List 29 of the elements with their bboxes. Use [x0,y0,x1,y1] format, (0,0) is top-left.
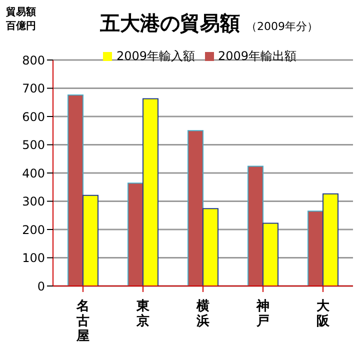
x-tick-label: 東京 [136,299,150,329]
y-tick-label: 0 [37,279,45,294]
bar [82,194,98,286]
x-tick-label: 大阪 [316,299,330,329]
chart-subtitle: （2009年分） [246,20,318,33]
x-tick-label: 神戸 [256,298,270,329]
y-tick-label: 600 [22,110,45,124]
x-tick-label: 名古屋 [76,299,90,344]
bar [202,208,218,286]
y-tick-label: 400 [22,166,45,180]
bar [248,166,264,286]
y-tick-label: 500 [22,138,45,152]
bar [308,210,324,286]
bar [322,193,338,286]
y-axis-title: 貿易額百億円 [6,6,37,34]
bar [128,182,144,286]
y-tick-label: 100 [22,251,45,266]
y-tick-label: 800 [22,53,45,68]
y-tick-label: 300 [22,194,45,209]
bar [262,222,278,286]
y-tick-label: 700 [22,82,45,96]
bar [142,98,158,286]
bar [188,130,204,286]
bar [68,94,84,286]
legend-label: 2009年輸入額 [116,49,195,63]
chart-title: 五大港の貿易額 [100,11,240,35]
y-tick-label: 200 [22,222,45,237]
legend-label: 2009年輸出額 [218,49,297,63]
x-tick-label: 横浜 [196,299,210,329]
